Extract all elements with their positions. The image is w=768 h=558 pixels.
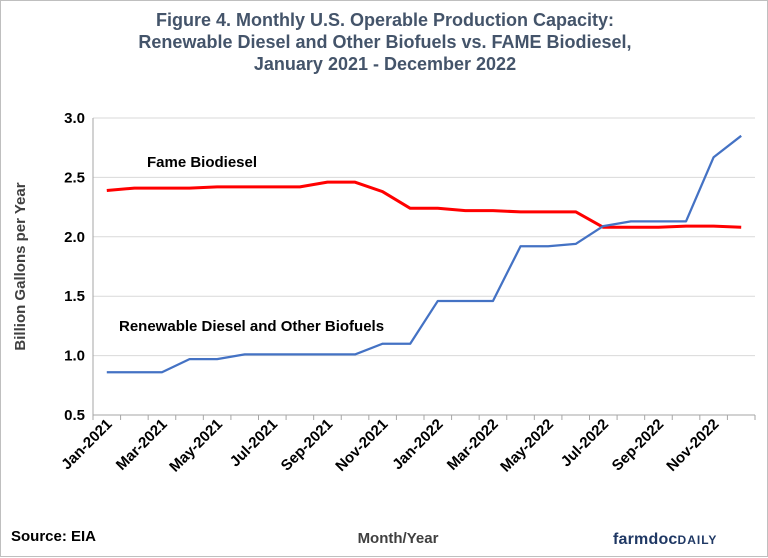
x-tick-label: Jul-2022: [558, 416, 612, 470]
y-tick-label: 3.0: [64, 110, 85, 127]
x-tick-label: Nov-2021: [332, 416, 391, 475]
series-label-fame: Fame Biodiesel: [147, 154, 257, 171]
y-tick-label: 1.5: [64, 288, 85, 305]
y-tick-label: 1.0: [64, 348, 85, 365]
x-tick-label: Jul-2021: [227, 416, 281, 470]
x-axis-title: Month/Year: [358, 530, 439, 547]
x-tick-label: Sep-2021: [278, 416, 337, 475]
y-axis-title: Billion Gallons per Year: [12, 182, 29, 350]
logo-main-text: farmdoc: [613, 531, 678, 548]
y-tick-label: 2.5: [64, 169, 85, 186]
renewable-diesel-line: [107, 136, 741, 372]
series-label-renewable: Renewable Diesel and Other Biofuels: [119, 318, 384, 335]
farmdoc-logo: farmdocDAILY: [613, 531, 717, 549]
x-tick-label: May-2022: [497, 416, 557, 476]
x-tick-label: Mar-2022: [444, 416, 502, 474]
logo-sub-text: DAILY: [678, 533, 718, 547]
x-tick-label: Jan-2021: [58, 416, 115, 473]
y-tick-label: 2.0: [64, 229, 85, 246]
x-tick-label: Sep-2022: [609, 416, 668, 475]
source-note: Source: EIA: [11, 528, 96, 545]
x-tick-label: Mar-2021: [113, 416, 171, 474]
x-tick-label: Nov-2022: [663, 416, 722, 475]
x-tick-label: May-2021: [166, 416, 226, 476]
x-tick-label: Jan-2022: [389, 416, 446, 473]
y-tick-label: 0.5: [64, 407, 85, 424]
